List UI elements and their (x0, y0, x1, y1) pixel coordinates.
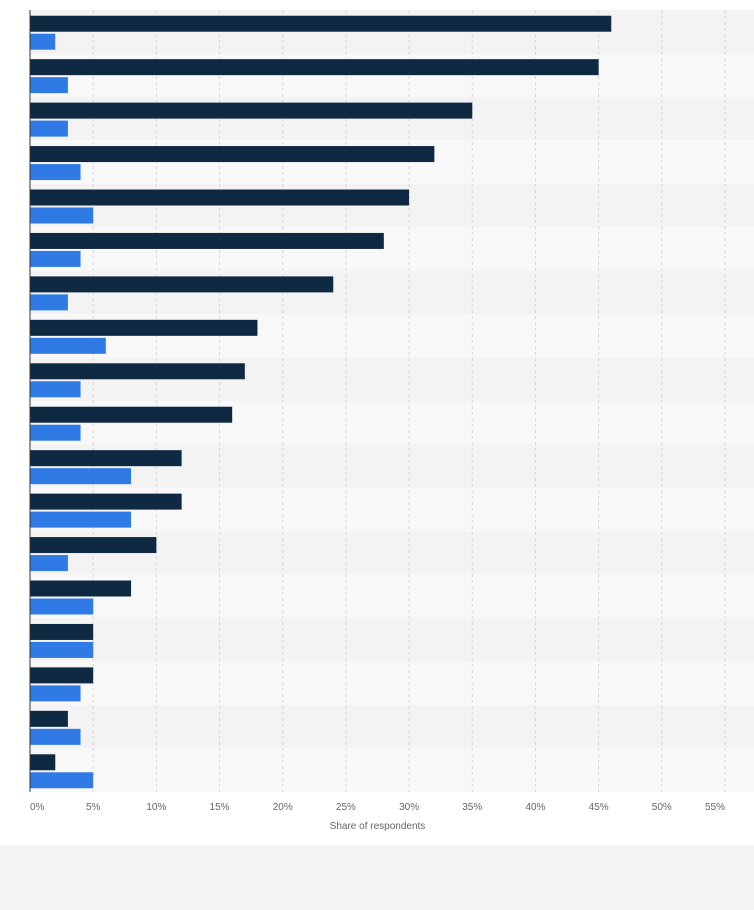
bar-series-2 (30, 598, 94, 615)
bar-series-1 (30, 15, 612, 32)
bar-series-1 (30, 667, 94, 684)
bar-series-2 (30, 381, 81, 398)
bar-series-2 (30, 511, 132, 528)
bar-series-2 (30, 337, 106, 354)
bar-series-2 (30, 685, 81, 702)
x-tick-label: 5% (86, 802, 101, 813)
bar-series-2 (30, 468, 132, 485)
x-tick-label: 50% (652, 802, 672, 813)
bar-series-2 (30, 641, 94, 658)
row-band (30, 661, 754, 706)
bar-chart: 0% 5% 10% 15% 20% 25% 30% 35% 40% 45% 50% 55% Share… (29, 10, 754, 832)
row-band (30, 705, 754, 749)
x-tick-label: 15% (210, 802, 230, 813)
bar-series-2 (30, 164, 81, 181)
bar-series-1 (30, 450, 182, 467)
bar-series-1 (30, 189, 410, 206)
row-band (30, 574, 754, 619)
bar-series-2 (30, 120, 68, 137)
bar-series-1 (30, 493, 182, 510)
x-tick-label: 45% (589, 802, 609, 813)
x-tick-label: 35% (462, 802, 482, 813)
bar-series-1 (30, 276, 334, 293)
bar-series-2 (30, 33, 56, 50)
footer-band (0, 845, 754, 910)
x-tick-label: 55% (705, 802, 725, 813)
bar-series-1 (30, 623, 94, 640)
bar-series-2 (30, 250, 81, 267)
bar-series-2 (30, 424, 81, 441)
bar-series-1 (30, 363, 245, 380)
x-tick-label: 25% (336, 802, 356, 813)
bar-series-1 (30, 710, 68, 727)
bar-series-1 (30, 146, 435, 163)
bar-series-1 (30, 102, 473, 119)
row-bands (30, 10, 754, 792)
x-tick-label: 20% (273, 802, 293, 813)
gridlines (92, 10, 726, 792)
bar-series-1 (30, 754, 56, 771)
bar-series-2 (30, 555, 68, 572)
x-tick-label: 30% (399, 802, 419, 813)
bar-series-1 (30, 537, 157, 554)
x-axis-title: Share of respondents (330, 821, 426, 832)
bar-series-2 (30, 77, 68, 94)
bar-series-2 (30, 772, 94, 789)
x-tick-label: 40% (525, 802, 545, 813)
bar-series-1 (30, 232, 384, 249)
bar-series-1 (30, 59, 599, 76)
bar-series-2 (30, 207, 94, 224)
bars (30, 15, 612, 789)
bar-series-1 (30, 319, 258, 336)
x-tick-labels: 0% 5% 10% 15% 20% 25% 30% 35% 40% 45% 50% 55% (30, 802, 725, 813)
x-tick-label: 0% (30, 802, 45, 813)
row-band (30, 618, 754, 662)
x-tick-label: 10% (146, 802, 166, 813)
bar-series-2 (30, 728, 81, 745)
bar-series-1 (30, 580, 132, 597)
bar-series-1 (30, 406, 233, 423)
row-band (30, 748, 754, 792)
bar-series-2 (30, 294, 68, 311)
